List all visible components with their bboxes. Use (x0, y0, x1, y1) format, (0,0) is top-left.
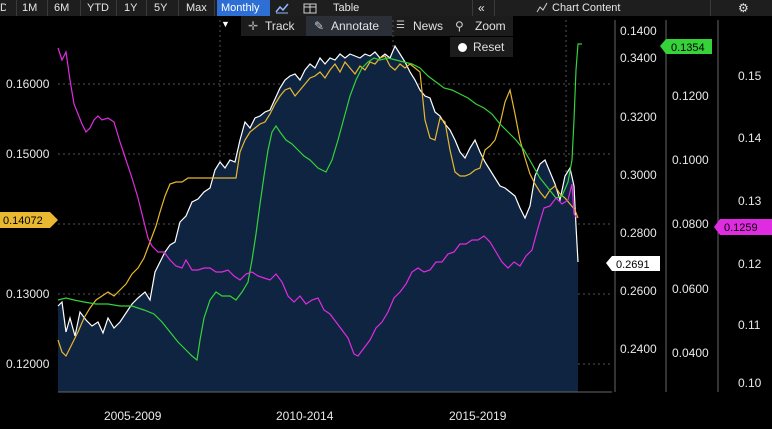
x-tick: 2010-2014 (276, 409, 334, 423)
right-tick: 0.11 (738, 318, 761, 332)
frequency-label: Monthly (221, 2, 260, 14)
mid-tick: 0.2600 (620, 284, 657, 298)
table-icon[interactable] (300, 0, 320, 16)
right-tick: 0.14 (738, 131, 762, 145)
x-tick: 2015-2019 (449, 409, 507, 423)
right-tick: 0.10 (738, 376, 762, 390)
right-tick: 0.13 (738, 194, 762, 208)
right-tick: 0.12 (738, 257, 762, 271)
period-5y[interactable]: 5Y (154, 2, 168, 14)
left-tick: 0.16000 (6, 77, 50, 91)
mid2-tick: 0.1200 (672, 89, 709, 103)
annotate-highlight (306, 16, 392, 36)
news-button[interactable]: News (413, 19, 444, 33)
green-value-text: 0.1354 (671, 42, 705, 54)
magenta-series-line (57, 47, 578, 357)
radio-icon (458, 43, 467, 52)
mid2-tick: 0.0800 (672, 217, 709, 231)
left-tick: 0.12000 (6, 357, 50, 371)
white-series-line (57, 44, 579, 337)
track-button[interactable]: Track (265, 19, 295, 33)
white-value-text: 0.2691 (616, 259, 650, 271)
table-view-button[interactable]: Table (333, 2, 360, 14)
period-1y[interactable]: 1Y (124, 2, 138, 14)
period-d[interactable]: D (0, 2, 6, 14)
left-tick: 0.15000 (6, 147, 50, 161)
mid-tick: 0.1400 (620, 24, 657, 38)
zoom-icon: ⚲ (455, 19, 464, 33)
right-tick: 0.15 (738, 69, 762, 83)
period-max[interactable]: Max (186, 2, 207, 14)
left-axis: 0.16000 0.15000 0.13000 0.12000 (6, 77, 50, 371)
gear-icon[interactable]: ⚙ (738, 1, 749, 15)
annotate-button[interactable]: Annotate (331, 19, 380, 33)
left-tick: 0.13000 (6, 287, 50, 301)
chevron-down-icon: ▼ (221, 19, 230, 29)
mid-tick: 0.3200 (620, 110, 657, 124)
collapse-left-icon[interactable]: « (478, 1, 485, 15)
x-axis: 2005-2009 2010-2014 2015-2019 (104, 409, 507, 423)
line-chart-icon[interactable] (273, 0, 291, 16)
white-value-tag: 0.2691 (606, 256, 660, 271)
reset-label: Reset (473, 40, 505, 54)
toolbar (0, 0, 772, 16)
yellow-value-tag: 0.14072 (0, 212, 58, 228)
mid-tick: 0.3000 (620, 168, 657, 182)
yellow-series-line (57, 55, 579, 358)
crosshair-icon: ✛ (248, 19, 259, 33)
zoom-button[interactable]: Zoom (475, 19, 506, 33)
mid2-tick: 0.1000 (672, 153, 709, 167)
period-1m[interactable]: 1M (22, 2, 38, 14)
mid-axis: 0.1400 0.3400 0.3200 0.3000 0.2800 0.260… (620, 24, 657, 356)
pencil-icon: ✎ (314, 19, 325, 33)
chart-content-icon[interactable] (536, 0, 548, 16)
news-icon: ☰ (396, 20, 405, 31)
period-ytd[interactable]: YTD (87, 2, 109, 14)
white-series-area (58, 46, 578, 392)
period-6m[interactable]: 6M (54, 2, 70, 14)
mid2-tick: 0.0400 (672, 346, 709, 360)
mid-tick: 0.2800 (620, 226, 657, 240)
mid-tick: 0.2400 (620, 342, 657, 356)
x-tick: 2005-2009 (104, 409, 162, 423)
reset-button[interactable]: Reset (450, 37, 513, 57)
right-axis: 0.15 0.14 0.13 0.12 0.11 0.10 (738, 69, 762, 390)
frequency-dropdown[interactable]: Monthly ▼ (217, 0, 270, 29)
yellow-value-text: 0.14072 (3, 215, 43, 227)
mid-tick: 0.3400 (620, 51, 657, 65)
green-series-line (57, 43, 582, 362)
green-value-tag: 0.1354 (660, 39, 712, 54)
magenta-value-text: 0.1259 (724, 222, 758, 234)
mid2-tick: 0.0600 (672, 282, 709, 296)
magenta-value-tag: 0.1259 (714, 219, 772, 235)
mid2-axis: 0.1200 0.1000 0.0800 0.0600 0.0400 (672, 89, 709, 360)
chart-content-button[interactable]: Chart Content (552, 2, 621, 14)
